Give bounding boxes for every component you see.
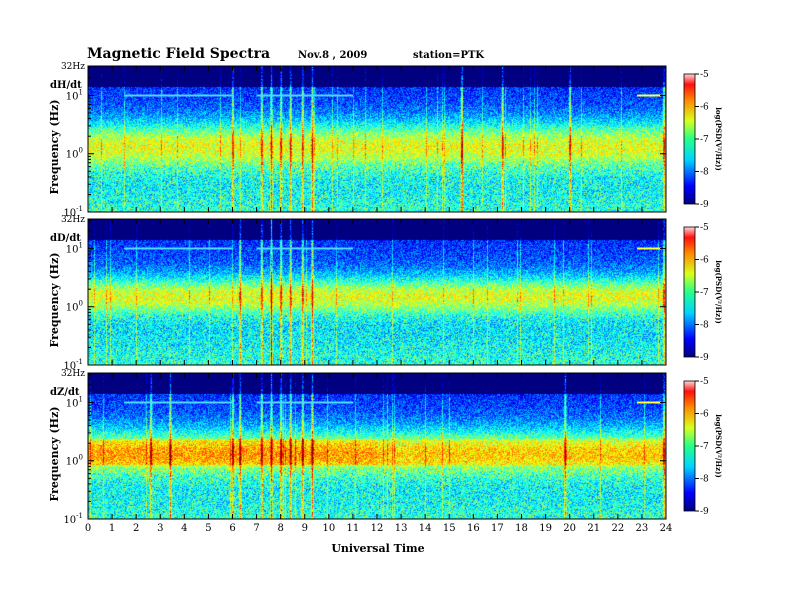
x-tick-label: 20 [563,523,576,534]
x-tick-label: 10 [322,523,335,534]
x-tick-label: 4 [181,523,187,534]
y-tick-label: 10-1 [63,358,83,372]
colorbar-label: log(PSD(V²/Hz)) [714,107,723,171]
colorbar-tick-label: -7 [700,288,709,298]
x-axis: 0 1 2 3 4 5 6 7 8 9 10 11 12 13 14 15 16 17 18 19 20 21 22 23 24 [85,66,673,534]
colorbar-label: log(PSD(V²/Hz)) [714,260,723,324]
colorbar-tick-label: -7 [700,135,709,145]
x-tick-label: 13 [395,523,408,534]
x-tick-label: 2 [133,523,139,534]
x-tick-label: 19 [539,523,552,534]
channel-label: dD/dt [50,233,81,244]
x-tick-label: 23 [636,523,649,534]
y-tick-label: 101 [66,88,83,102]
spectrogram-raster [88,373,666,519]
x-tick-label: 15 [443,523,456,534]
x-tick-label: 16 [467,523,480,534]
y-tick-label: 100 [66,454,83,468]
y-axis-label: Frequency (Hz) [48,252,61,347]
channel-label: dZ/dt [50,387,80,398]
colorbar-tick-label: -9 [700,507,709,517]
x-tick-label: 11 [347,523,360,534]
figure-title: Magnetic Field Spectra [87,46,270,62]
colorbar-tick-label: -8 [700,321,709,331]
colorbar [683,226,696,358]
x-axis-label: Universal Time [331,542,424,555]
colorbar-tick-label: -6 [700,103,709,113]
spectrogram-raster [88,66,666,212]
y-axis-label: Frequency (Hz) [48,406,61,501]
x-tick-label: 14 [419,523,432,534]
y-top-label: 32Hz [61,62,85,72]
colorbar-label: log(PSD(V²/Hz)) [714,414,723,478]
colorbar-tick-label: -9 [700,200,709,210]
x-tick-label: 9 [302,523,308,534]
y-tick-label: 100 [66,147,83,161]
x-tick-label: 12 [371,523,384,534]
x-tick-label: 24 [660,523,673,534]
panel-dZ-dt: 101 100 10-1 32Hz dZ/dt Frequency (Hz) -5 -6 -7 -… [48,369,723,526]
colorbar-tick-label: -7 [700,442,709,452]
colorbar-tick-label: -5 [700,223,709,233]
colorbar-tick-label: -8 [700,168,709,178]
colorbar-tick-label: -5 [700,70,709,80]
colorbar-tick-label: -6 [700,256,709,266]
y-tick-label: 101 [66,395,83,409]
colorbar-tick-label: -8 [700,475,709,485]
y-tick-label: 10-1 [63,512,83,526]
panel-dD-dt: 101 100 10-1 32Hz dD/dt Frequency (Hz) -5 -6 -7 -… [48,215,723,372]
x-tick-label: 21 [587,523,600,534]
y-top-label: 32Hz [61,215,85,225]
x-tick-label: 22 [611,523,624,534]
x-tick-label: 8 [277,523,283,534]
y-top-label: 32Hz [61,369,85,379]
x-tick-label: 5 [205,523,211,534]
y-tick-label: 100 [66,300,83,314]
colorbar-tick-label: -5 [700,377,709,387]
figure-date: Nov.8 , 2009 [298,50,367,61]
spectrogram-raster [88,219,666,365]
x-tick-label: 7 [253,523,259,534]
y-axis-label: Frequency (Hz) [48,99,61,194]
colorbar [683,73,696,205]
x-tick-label: 3 [157,523,163,534]
y-tick-label: 101 [66,241,83,255]
colorbar-tick-label: -6 [700,410,709,420]
x-tick-label: 17 [491,523,504,534]
figure-station: station=PTK [413,50,484,61]
x-tick-label: 6 [229,523,235,534]
colorbar-tick-label: -9 [700,353,709,363]
colorbar [683,380,696,512]
x-tick-label: 1 [109,523,115,534]
x-tick-label: 0 [85,523,91,534]
x-tick-label: 18 [515,523,528,534]
channel-label: dH/dt [50,80,82,91]
y-tick-label: 10-1 [63,205,83,219]
panel-dH-dt: 101 100 10-1 32Hz dH/dt Frequency (Hz) -5 -6 -7 -… [48,62,723,219]
